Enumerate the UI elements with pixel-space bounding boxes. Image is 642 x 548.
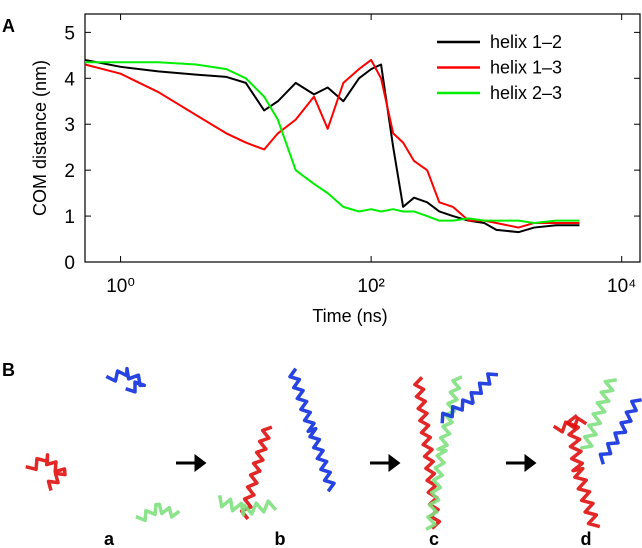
panel-label: B — [2, 360, 15, 380]
y-tick-label: 4 — [64, 69, 75, 90]
helix — [598, 398, 642, 465]
helix — [440, 372, 499, 424]
subpanel-label: b — [275, 529, 286, 548]
subpanel-label: d — [581, 529, 592, 548]
y-tick-label: 1 — [64, 207, 75, 228]
subpanel-label: c — [429, 529, 439, 548]
helix — [105, 366, 147, 394]
x-tick-label: 10⁰ — [106, 276, 135, 297]
helix — [217, 494, 278, 517]
x-tick-label: 10² — [357, 276, 384, 297]
helix — [552, 416, 588, 434]
helix — [239, 425, 273, 521]
molecular-structures — [25, 366, 642, 531]
helix — [579, 378, 617, 450]
x-axis-label: Time (ns) — [312, 306, 387, 326]
subpanel-label: a — [104, 529, 115, 548]
y-axis-label: COM distance (nm) — [30, 60, 50, 216]
helix — [565, 414, 601, 529]
panel-label: A — [2, 16, 15, 36]
y-tick-label: 3 — [64, 115, 75, 136]
plot-frame — [84, 13, 641, 263]
helix — [25, 453, 67, 492]
y-tick-label: 0 — [64, 253, 75, 274]
arrows — [176, 454, 537, 472]
helix — [288, 367, 336, 493]
series-line — [84, 58, 580, 234]
series-line — [85, 61, 580, 224]
legend-label: helix 2–3 — [490, 83, 562, 103]
x-tick-label: 10⁴ — [607, 276, 636, 297]
legend-label: helix 1–3 — [490, 58, 562, 78]
helix — [413, 376, 442, 530]
y-tick-label: 2 — [64, 161, 75, 182]
series-line — [84, 58, 580, 229]
y-tick-label: 5 — [64, 23, 75, 44]
helix — [425, 375, 463, 531]
legend-label: helix 1–2 — [490, 32, 562, 52]
helix — [135, 502, 181, 523]
